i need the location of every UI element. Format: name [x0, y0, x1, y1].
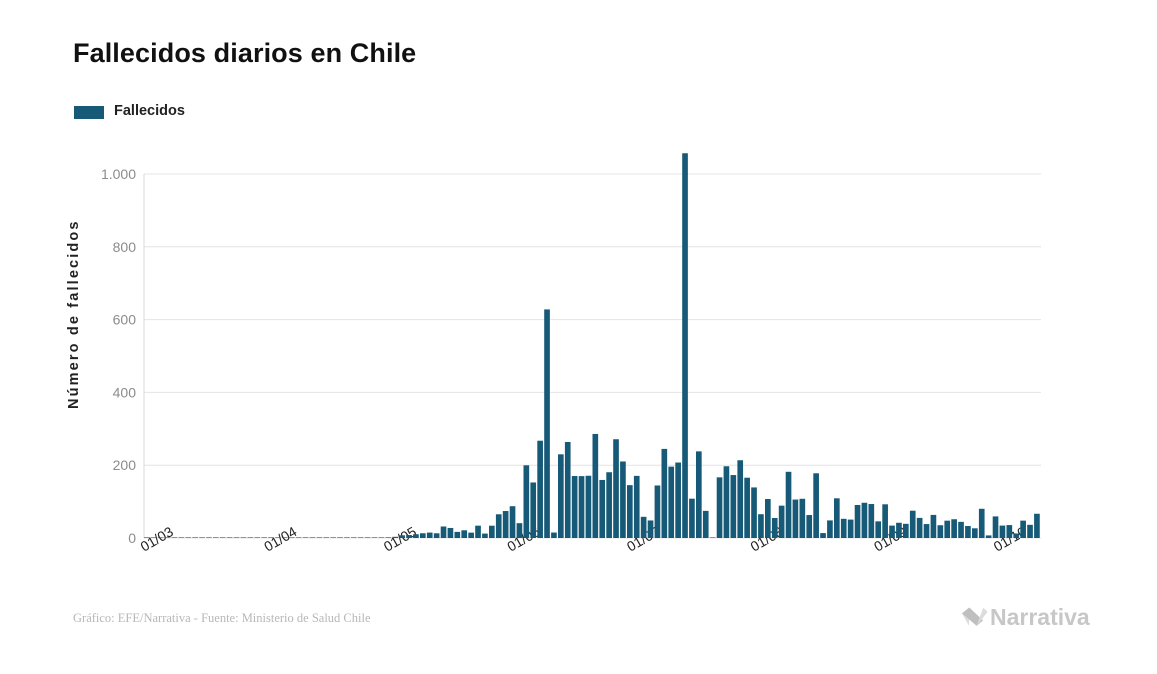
svg-text:01/03: 01/03 [138, 523, 177, 554]
svg-text:600: 600 [113, 312, 137, 328]
svg-text:01/04: 01/04 [261, 523, 300, 554]
svg-text:800: 800 [113, 239, 137, 255]
svg-text:0: 0 [128, 530, 136, 546]
svg-text:1.000: 1.000 [101, 166, 136, 182]
svg-text:400: 400 [113, 384, 137, 400]
svg-text:01/05: 01/05 [381, 523, 420, 554]
svg-text:Narrativa: Narrativa [990, 604, 1090, 630]
svg-text:200: 200 [113, 457, 137, 473]
